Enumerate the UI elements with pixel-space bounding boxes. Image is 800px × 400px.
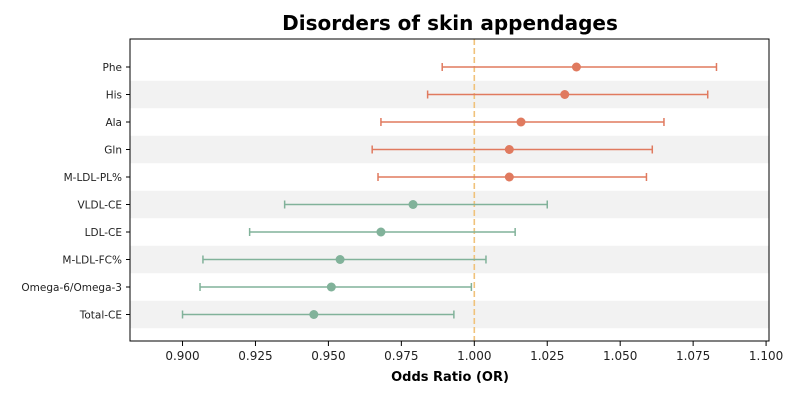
or-point [309, 310, 319, 319]
or-point [504, 172, 514, 182]
category-label: LDL-CE [85, 227, 122, 239]
or-point [516, 117, 526, 127]
x-tick-label: 0.975 [384, 349, 418, 363]
x-tick-label: 1.075 [676, 349, 710, 363]
or-point [376, 227, 386, 237]
x-tick-label: 0.950 [311, 349, 345, 363]
category-label: Ala [105, 117, 122, 129]
x-tick-label: 1.050 [603, 349, 637, 363]
chart-title: Disorders of skin appendages [282, 11, 618, 35]
category-label: His [106, 90, 122, 102]
x-tick-label: 0.925 [238, 349, 272, 363]
odds-ratio-points [309, 62, 581, 319]
x-axis: 0.900 0.925 0.950 0.975 1.000 1.025 1.050 1.075… [165, 341, 783, 363]
or-point [335, 255, 345, 264]
category-label: Total-CE [79, 310, 122, 322]
or-point [571, 62, 581, 72]
x-axis-title: Odds Ratio (OR) [391, 370, 509, 385]
category-label: M-LDL-FC% [62, 255, 122, 267]
category-label: Phe [103, 62, 122, 74]
or-point [504, 145, 514, 154]
x-tick-label: 0.900 [165, 349, 199, 363]
x-tick-label: 1.000 [457, 349, 491, 363]
or-point [408, 200, 418, 209]
x-tick-label: 1.100 [749, 349, 783, 363]
category-label: Omega-6/Omega-3 [21, 282, 122, 294]
category-label: Gln [104, 145, 122, 157]
or-point [560, 90, 570, 99]
plot-frame [129, 38, 770, 342]
or-point [326, 282, 336, 292]
category-label: VLDL-CE [77, 200, 122, 212]
x-tick-label: 1.025 [530, 349, 564, 363]
y-axis: Phe His Ala Gln M-LDL-PL% VLDL-CE LDL-CE M-LDL-… [21, 62, 130, 322]
category-label: M-LDL-PL% [64, 172, 122, 184]
